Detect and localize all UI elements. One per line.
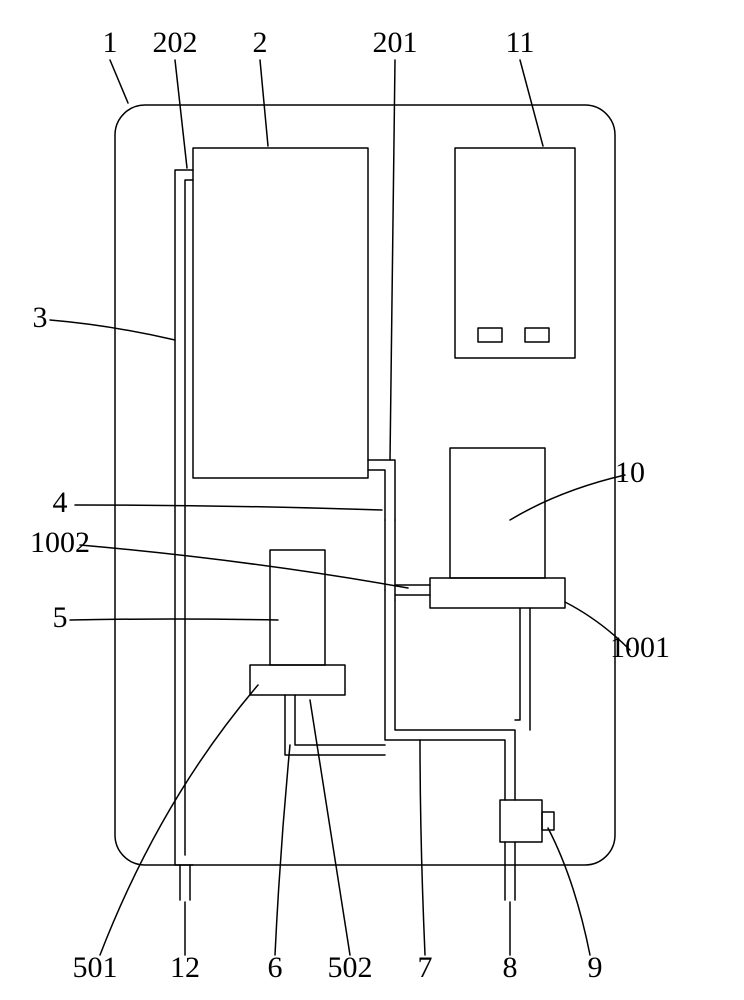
label-1001: 1001 xyxy=(610,631,670,664)
label-12: 12 xyxy=(170,951,200,984)
block-block501 xyxy=(250,665,345,695)
label-2: 2 xyxy=(253,26,268,59)
block-slot11a xyxy=(478,328,502,342)
label-11: 11 xyxy=(506,26,535,59)
leader-4 xyxy=(75,505,382,510)
pipe-pipe_1001_down xyxy=(515,608,530,730)
leader-10 xyxy=(510,475,625,520)
leader-202 xyxy=(175,60,187,168)
pipe-pipe6 xyxy=(285,695,385,755)
block-slot11b xyxy=(525,328,549,342)
label-201: 201 xyxy=(373,26,418,59)
pipe-pipe8 xyxy=(505,842,515,900)
label-8: 8 xyxy=(503,951,518,984)
label-3: 3 xyxy=(33,301,48,334)
label-202: 202 xyxy=(153,26,198,59)
block-block1001 xyxy=(430,578,565,608)
technical-schematic: 1 202 2 201 11 3 10 1001 4 1002 5 501 12 6 502 7 8 9 xyxy=(0,0,744,1000)
leader-5 xyxy=(70,619,278,620)
leader-1 xyxy=(110,60,128,103)
pipe-pipe202_top xyxy=(175,170,193,865)
label-5: 5 xyxy=(53,601,68,634)
leader-2 xyxy=(260,60,268,146)
leader-3 xyxy=(50,320,175,340)
block-block2 xyxy=(193,148,368,478)
leader-1002 xyxy=(80,545,408,588)
pipe-pipe202_top_inner xyxy=(185,180,193,855)
block-block9_outer xyxy=(500,800,542,842)
leader-6 xyxy=(275,745,290,955)
label-501: 501 xyxy=(73,951,118,984)
label-9: 9 xyxy=(588,951,603,984)
label-1: 1 xyxy=(103,26,118,59)
leader-7 xyxy=(420,740,425,955)
pipe-pipe4_ext xyxy=(385,520,395,600)
label-6: 6 xyxy=(268,951,283,984)
enclosure-1 xyxy=(115,105,615,865)
label-10: 10 xyxy=(615,456,645,489)
leader-201 xyxy=(390,60,395,460)
block-block11 xyxy=(455,148,575,358)
pipe-pipe201_4 xyxy=(368,460,395,520)
leader-502 xyxy=(310,700,350,955)
block-block10 xyxy=(450,448,545,578)
label-4: 4 xyxy=(53,486,68,519)
pipe-pipe12 xyxy=(180,865,190,900)
label-1002: 1002 xyxy=(30,526,90,559)
leader-11 xyxy=(520,60,543,146)
pipe-pipe7 xyxy=(385,590,515,800)
leader-9 xyxy=(548,828,590,955)
label-7: 7 xyxy=(418,951,433,984)
label-502: 502 xyxy=(328,951,373,984)
leader-501 xyxy=(100,685,258,955)
